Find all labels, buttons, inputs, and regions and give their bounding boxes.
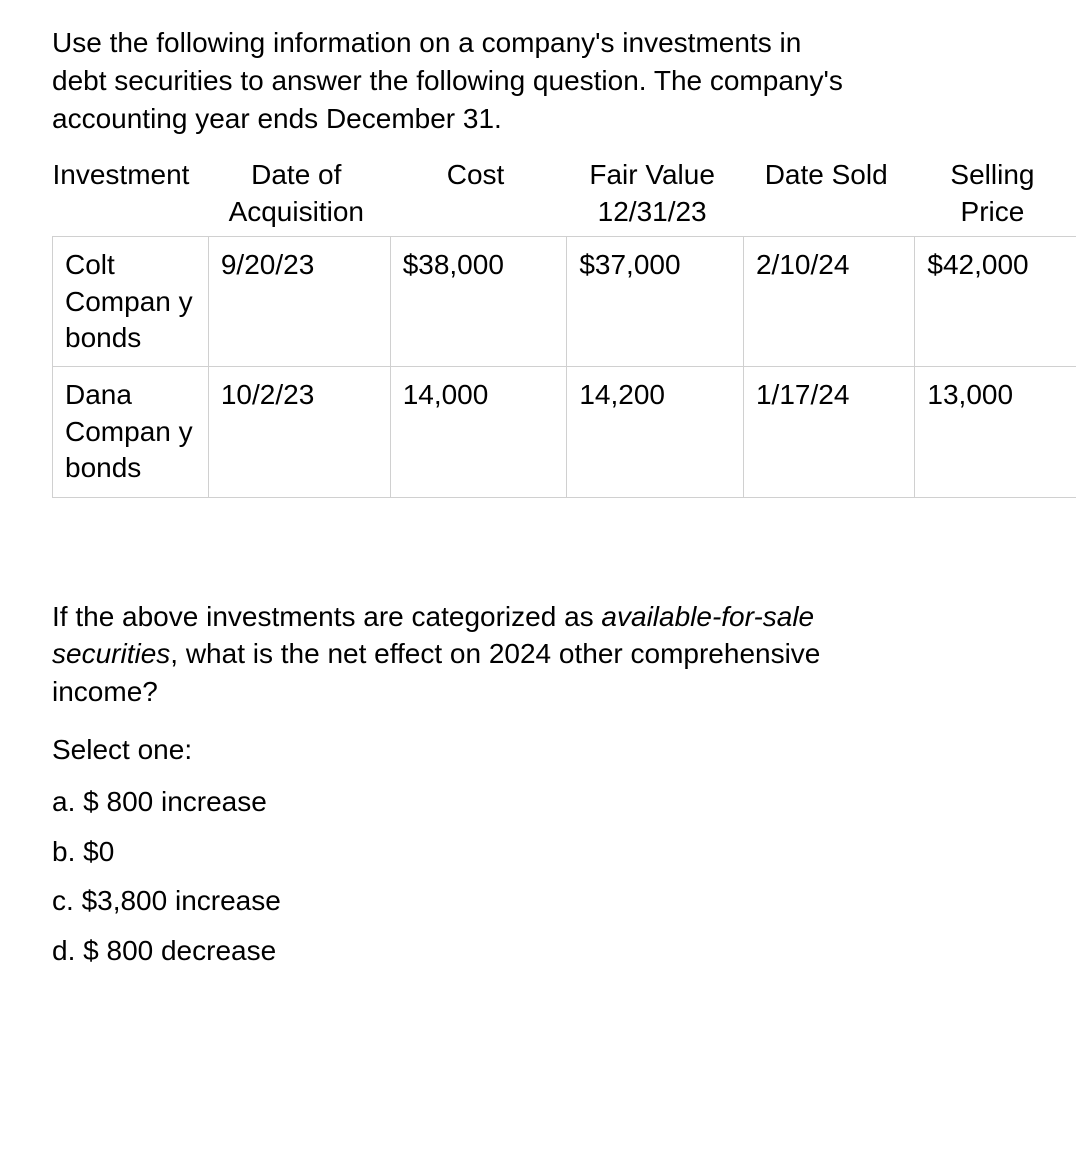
- option-b[interactable]: b. $0: [52, 833, 832, 871]
- option-text: $ 800 increase: [83, 786, 267, 817]
- option-text: $0: [83, 836, 114, 867]
- cell-date-acq: 9/20/23: [208, 237, 390, 367]
- cell-date-acq: 10/2/23: [208, 367, 390, 497]
- cell-investment: Dana Compan y bonds: [53, 367, 209, 497]
- option-letter: b.: [52, 836, 75, 867]
- option-d[interactable]: d. $ 800 decrease: [52, 932, 832, 970]
- cell-date-sold: 2/10/24: [743, 237, 914, 367]
- table-row: Dana Compan y bonds 10/2/23 14,000 14,20…: [53, 367, 1076, 497]
- cell-fair-value: 14,200: [567, 367, 744, 497]
- col-header-cost: Cost: [390, 155, 567, 236]
- cell-investment: Colt Compan y bonds: [53, 237, 209, 367]
- option-text: $ 800 decrease: [83, 935, 276, 966]
- question-text: If the above investments are categorized…: [52, 598, 832, 711]
- intro-paragraph: Use the following information on a compa…: [52, 24, 852, 137]
- col-header-selling-price: Selling Price: [915, 155, 1076, 236]
- option-letter: d.: [52, 935, 75, 966]
- question-prefix: If the above investments are categorized…: [52, 601, 601, 632]
- col-header-date-sold: Date Sold: [743, 155, 914, 236]
- cell-date-sold: 1/17/24: [743, 367, 914, 497]
- col-header-fair-value: Fair Value 12/31/23: [567, 155, 744, 236]
- investments-table: Investment Date of Acquisition Cost Fair…: [52, 155, 1076, 497]
- col-header-date-acq: Date of Acquisition: [208, 155, 390, 236]
- table-row: Colt Compan y bonds 9/20/23 $38,000 $37,…: [53, 237, 1076, 367]
- select-one-label: Select one:: [52, 731, 832, 769]
- table-header-row: Investment Date of Acquisition Cost Fair…: [53, 155, 1076, 236]
- question-block: If the above investments are categorized…: [52, 598, 832, 970]
- col-header-investment: Investment: [53, 155, 209, 236]
- cell-selling-price: 13,000: [915, 367, 1076, 497]
- option-text: $3,800 increase: [82, 885, 281, 916]
- option-c[interactable]: c. $3,800 increase: [52, 882, 832, 920]
- option-a[interactable]: a. $ 800 increase: [52, 783, 832, 821]
- cell-cost: $38,000: [390, 237, 567, 367]
- cell-fair-value: $37,000: [567, 237, 744, 367]
- option-letter: a.: [52, 786, 75, 817]
- cell-selling-price: $42,000: [915, 237, 1076, 367]
- cell-cost: 14,000: [390, 367, 567, 497]
- investments-table-wrap: Investment Date of Acquisition Cost Fair…: [52, 155, 1076, 497]
- option-letter: c.: [52, 885, 74, 916]
